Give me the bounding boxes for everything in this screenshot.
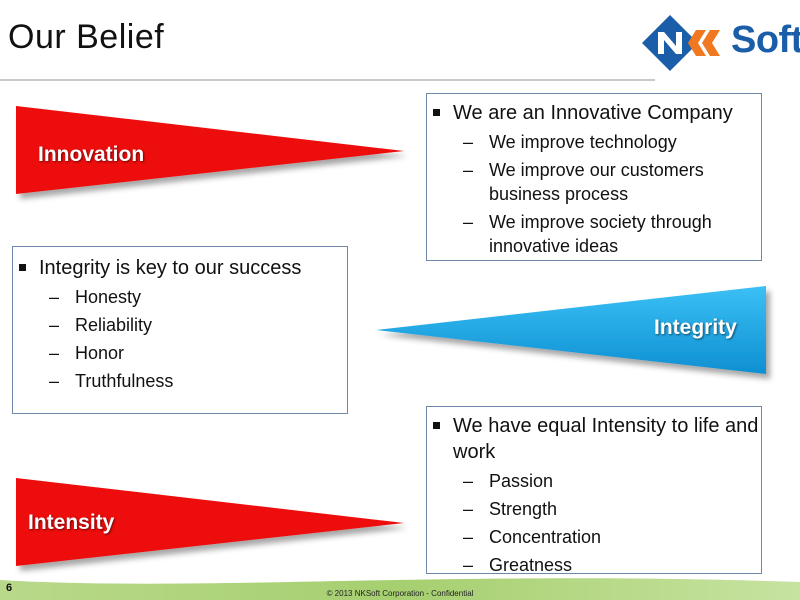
nksoft-logo xyxy=(642,15,720,71)
intensity-arrow xyxy=(16,478,404,566)
slide-number: 6 xyxy=(6,582,13,594)
integrity-box: Integrity is key to our success – Honesty… xyxy=(12,246,348,414)
logo-text: Soft xyxy=(731,19,800,61)
intensity-bullet: We have equal Intensity to life and work xyxy=(427,413,761,465)
title-divider xyxy=(0,79,655,81)
innovation-label: Innovation xyxy=(38,143,145,166)
innovation-sub-item: – We improve technology xyxy=(463,132,677,152)
footer-copyright: © 2013 NKSoft Corporation - Confidential xyxy=(326,589,474,598)
integrity-sub-item: – Reliability xyxy=(49,315,153,335)
integrity-label: Integrity xyxy=(654,316,737,339)
integrity-bullet: Integrity is key to our success xyxy=(13,255,347,281)
innovation-sub-item: – We improve society through innovative i… xyxy=(463,212,712,256)
intensity-sub-item: – Greatness xyxy=(463,555,573,575)
intensity-sub-item: – Passion xyxy=(463,471,554,491)
innovation-box: We are an Innovative Company – We improve… xyxy=(426,93,762,261)
innovation-sub-item: – We improve our customers business proce… xyxy=(463,160,704,204)
slide-title: Our Belief xyxy=(8,18,165,56)
footer-wave xyxy=(0,578,800,600)
integrity-arrow xyxy=(376,286,766,374)
innovation-bullet: We are an Innovative Company xyxy=(427,100,761,126)
integrity-sub-item: – Honesty xyxy=(49,287,142,307)
intensity-label: Intensity xyxy=(28,511,115,534)
integrity-sub-item: – Truthfulness xyxy=(49,371,174,391)
integrity-sub-item: – Honor xyxy=(49,343,125,363)
intensity-box: We have equal Intensity to life and work… xyxy=(426,406,762,575)
innovation-arrow xyxy=(16,106,404,194)
intensity-sub-item: – Concentration xyxy=(463,527,602,547)
intensity-sub-item: – Strength xyxy=(463,499,558,519)
